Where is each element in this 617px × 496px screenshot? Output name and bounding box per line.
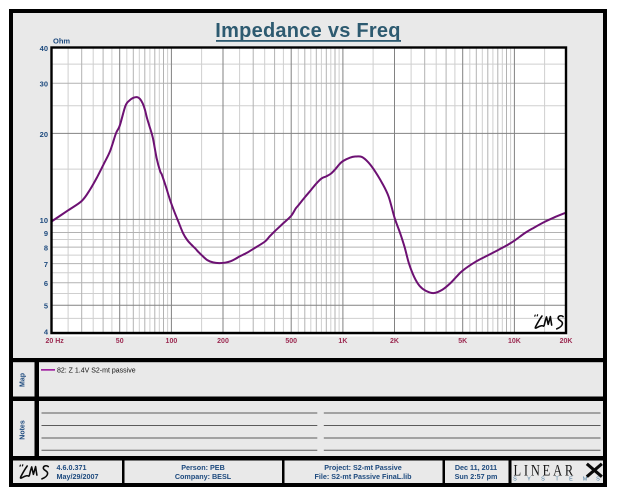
- svg-text:40: 40: [40, 44, 48, 53]
- svg-text:200: 200: [217, 338, 229, 345]
- svg-text:20 Hz: 20 Hz: [46, 338, 65, 345]
- svg-text:8: 8: [44, 244, 48, 253]
- svg-text:20K: 20K: [560, 338, 573, 345]
- svg-text:5: 5: [44, 302, 48, 311]
- svg-text:Dec 11, 2011: Dec 11, 2011: [455, 463, 497, 472]
- svg-text:7: 7: [44, 260, 48, 269]
- svg-text:S: S: [541, 477, 545, 483]
- svg-text:6: 6: [44, 279, 48, 288]
- svg-text:M: M: [583, 477, 588, 483]
- svg-text:T: T: [555, 477, 559, 483]
- svg-text:Person: PEB: Person: PEB: [181, 463, 225, 472]
- svg-text:100: 100: [166, 338, 178, 345]
- svg-text:9: 9: [44, 229, 48, 238]
- svg-text:Map: Map: [20, 373, 27, 387]
- svg-text:Project: S2-mt Passive: Project: S2-mt Passive: [324, 463, 402, 472]
- svg-text:82: Z 1.4V S2-mt passive: 82: Z 1.4V S2-mt passive: [57, 368, 136, 375]
- svg-text:4.6.0.371: 4.6.0.371: [57, 463, 87, 472]
- svg-text:1K: 1K: [338, 338, 347, 345]
- svg-text:E: E: [569, 477, 573, 483]
- svg-text:4: 4: [44, 327, 49, 336]
- svg-text:Notes: Notes: [20, 420, 27, 440]
- svg-text:S: S: [596, 477, 600, 483]
- svg-text:30: 30: [40, 80, 48, 89]
- svg-text:Impedance vs Freq: Impedance vs Freq: [215, 20, 400, 42]
- svg-text:2K: 2K: [390, 338, 399, 345]
- svg-text:10: 10: [40, 216, 48, 225]
- svg-text:5K: 5K: [458, 338, 467, 345]
- svg-text:Ohm: Ohm: [53, 37, 70, 46]
- svg-text:LINEAR: LINEAR: [514, 462, 577, 480]
- svg-text:File: S2-mt Passive FinaL.lib: File: S2-mt Passive FinaL.lib: [314, 472, 412, 481]
- svg-text:50: 50: [116, 338, 124, 345]
- svg-text:Sun 2:57 pm: Sun 2:57 pm: [455, 472, 498, 481]
- svg-text:500: 500: [285, 338, 297, 345]
- svg-text:Y: Y: [527, 477, 531, 483]
- svg-text:May/29/2007: May/29/2007: [57, 472, 99, 481]
- svg-text:20: 20: [40, 130, 48, 139]
- svg-text:Company: BESL: Company: BESL: [175, 472, 232, 481]
- svg-text:10K: 10K: [508, 338, 521, 345]
- svg-text:S: S: [513, 477, 517, 483]
